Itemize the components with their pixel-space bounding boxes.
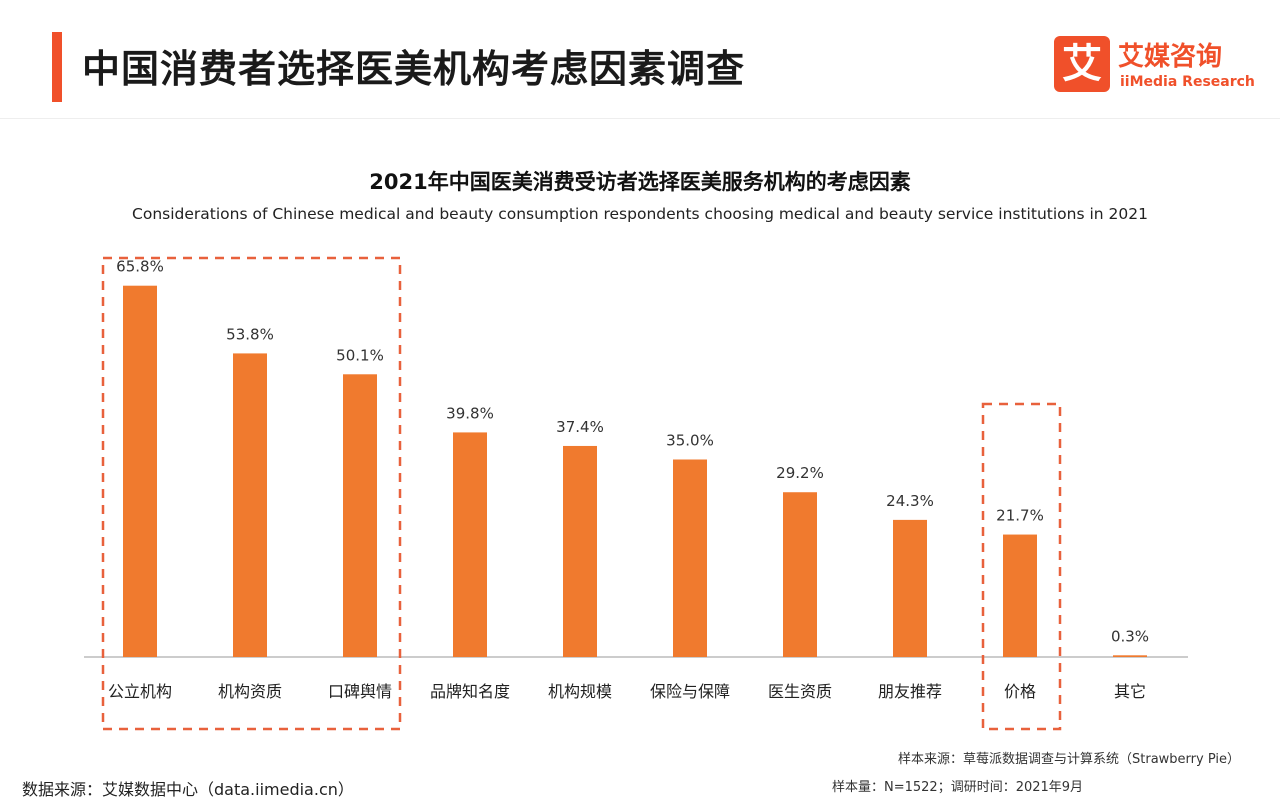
bar bbox=[783, 492, 817, 657]
data-label: 50.1% bbox=[336, 346, 384, 364]
bar bbox=[563, 445, 597, 657]
data-label: 37.4% bbox=[556, 418, 604, 436]
x-tick-label: 机构资质 bbox=[218, 682, 282, 701]
data-label: 39.8% bbox=[446, 404, 494, 422]
data-label: 35.0% bbox=[666, 432, 714, 450]
iimedia-logo: 艾 艾媒咨询 iiMedia Research bbox=[1054, 36, 1264, 100]
bar bbox=[233, 353, 267, 657]
logo-english-text: iiMedia Research bbox=[1120, 74, 1255, 90]
bar bbox=[673, 459, 707, 657]
highlight-box bbox=[101, 256, 402, 731]
x-tick-label: 机构规模 bbox=[548, 682, 612, 701]
x-tick-label: 公立机构 bbox=[108, 682, 172, 701]
x-tick-label: 其它 bbox=[1114, 682, 1146, 701]
data-label: 21.7% bbox=[996, 507, 1044, 525]
title-accent-bar bbox=[52, 32, 62, 102]
chart-title: 2021年中国医美消费受访者选择医美服务机构的考虑因素 bbox=[369, 170, 911, 194]
data-label: 0.3% bbox=[1111, 627, 1149, 645]
x-tick-label: 朋友推荐 bbox=[878, 682, 942, 701]
highlight-box bbox=[981, 402, 1062, 731]
bar bbox=[1113, 655, 1147, 657]
bar bbox=[893, 519, 927, 657]
bar bbox=[343, 374, 377, 657]
data-label: 29.2% bbox=[776, 464, 824, 482]
page-title: 中国消费者选择医美机构考虑因素调查 bbox=[82, 47, 746, 91]
x-tick-label: 价格 bbox=[1004, 682, 1036, 701]
x-tick-label: 医生资质 bbox=[768, 682, 832, 701]
data-label: 53.8% bbox=[226, 325, 274, 343]
data-label: 24.3% bbox=[886, 492, 934, 510]
x-tick-label: 品牌知名度 bbox=[430, 682, 510, 701]
x-tick-label: 保险与保障 bbox=[650, 682, 730, 701]
logo-mark-icon: 艾 bbox=[1054, 36, 1110, 92]
sample-source-note: 样本来源：草莓派数据调查与计算系统（Strawberry Pie） bbox=[898, 752, 1240, 767]
bar bbox=[453, 432, 487, 657]
data-label: 65.8% bbox=[116, 258, 164, 276]
x-tick-label: 口碑舆情 bbox=[328, 682, 392, 701]
bar bbox=[1003, 534, 1037, 657]
data-source-note: 数据来源：艾媒数据中心（data.iimedia.cn） bbox=[22, 780, 354, 799]
bar bbox=[123, 285, 157, 657]
chart-subtitle: Considerations of Chinese medical and be… bbox=[132, 205, 1148, 223]
logo-chinese-text: 艾媒咨询 bbox=[1118, 42, 1223, 72]
sample-info-note: 样本量：N=1522；调研时间：2021年9月 bbox=[832, 780, 1084, 795]
header-divider bbox=[0, 118, 1280, 119]
